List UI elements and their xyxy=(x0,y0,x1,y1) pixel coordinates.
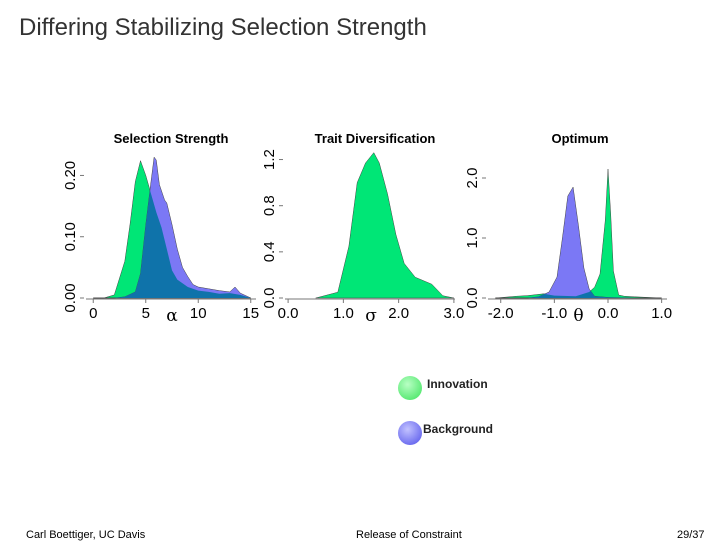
legend-innovation-label: Innovation xyxy=(427,377,488,391)
selection-strength-chart: Selection Strength 0 5 10 15 0.00 0.10 0.20 α xyxy=(62,131,259,326)
legend-background-label: Background xyxy=(423,422,493,436)
slide-title: Differing Stabilizing Selection Strength xyxy=(19,14,427,41)
x-tick-label: 0.0 xyxy=(598,305,619,322)
y-tick-label: 0.20 xyxy=(62,161,79,190)
y-tick-label: 1.0 xyxy=(464,228,481,249)
x-axis-label: θ xyxy=(573,306,583,326)
chart-title-selection-strength: Selection Strength xyxy=(114,131,229,146)
legend-innovation-swatch xyxy=(398,376,422,400)
x-tick-label: 1.0 xyxy=(333,305,354,322)
density-area-background xyxy=(93,156,251,299)
x-tick-label: 0.0 xyxy=(278,305,299,322)
legend-background-swatch xyxy=(398,421,422,445)
x-tick-label: 2.0 xyxy=(388,305,409,322)
y-tick-label: 0.0 xyxy=(261,288,278,309)
density-area-background xyxy=(495,186,662,299)
footer-page-number: 29/37 xyxy=(677,529,705,541)
footer-talk-title: Release of Constraint xyxy=(356,529,462,541)
y-tick-label: 2.0 xyxy=(464,168,481,189)
density-area-innovation xyxy=(315,152,454,299)
x-axis-label: σ xyxy=(365,306,377,326)
y-tick-label: 0.00 xyxy=(62,283,79,312)
x-tick-label: 3.0 xyxy=(443,305,464,322)
chart-title-trait-diversification: Trait Diversification xyxy=(315,131,436,146)
optimum-chart: Optimum -2.0 -1.0 0.0 1.0 0.0 1.0 2.0 θ xyxy=(464,131,672,326)
x-axis-label: α xyxy=(166,306,178,326)
y-tick-label: 1.2 xyxy=(261,149,278,170)
x-tick-label: -1.0 xyxy=(541,305,567,322)
density-area-innovation xyxy=(495,168,662,299)
y-tick-label: 0.0 xyxy=(464,288,481,309)
x-tick-label: 5 xyxy=(142,305,150,322)
y-tick-label: 0.8 xyxy=(261,195,278,216)
x-tick-label: 1.0 xyxy=(651,305,672,322)
y-tick-label: 0.10 xyxy=(62,222,79,251)
x-tick-label: -2.0 xyxy=(488,305,514,322)
y-tick-label: 0.4 xyxy=(261,241,278,262)
footer-author: Carl Boettiger, UC Davis xyxy=(26,529,146,541)
legend: Innovation Background xyxy=(398,376,493,445)
x-tick-label: 10 xyxy=(190,305,207,322)
trait-diversification-chart: Trait Diversification 0.0 1.0 2.0 3.0 0.0 0.4 0… xyxy=(261,131,464,326)
chart-title-optimum: Optimum xyxy=(551,131,608,146)
x-tick-label: 15 xyxy=(242,305,259,322)
x-tick-label: 0 xyxy=(89,305,97,322)
